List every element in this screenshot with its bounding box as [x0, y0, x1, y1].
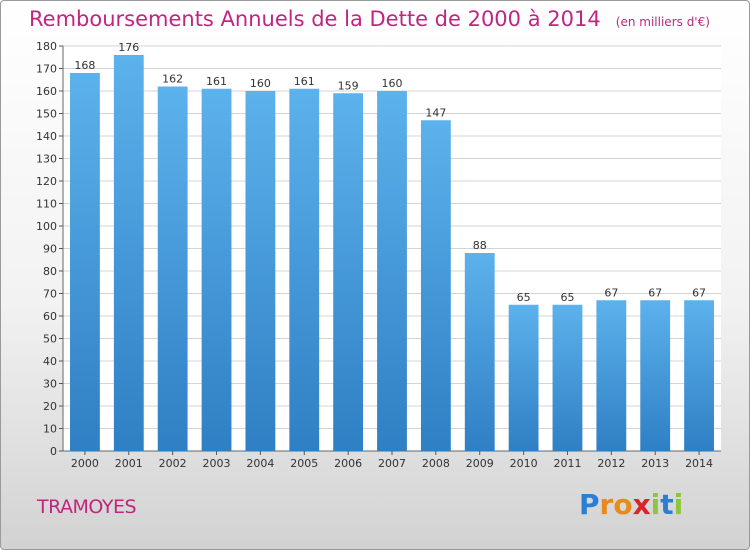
bar-value-label: 162	[162, 73, 183, 86]
x-tick-label: 2014	[685, 457, 713, 470]
y-tick-label: 30	[43, 378, 57, 391]
commune-name: TRAMOYES	[37, 496, 137, 518]
y-tick-label: 100	[36, 220, 57, 233]
bar-value-label: 88	[473, 239, 487, 252]
logo-letter: x	[632, 488, 651, 521]
x-tick-label: 2007	[378, 457, 406, 470]
y-tick-label: 150	[36, 108, 57, 121]
bar-value-label: 67	[692, 286, 706, 299]
bar	[157, 86, 188, 451]
bar	[113, 55, 144, 451]
y-tick-label: 70	[43, 288, 57, 301]
y-tick-label: 50	[43, 333, 57, 346]
proxiti-logo: Proxiti	[579, 488, 683, 521]
y-tick-label: 120	[36, 175, 57, 188]
title-row: Remboursements Annuels de la Dette de 20…	[29, 7, 710, 31]
y-tick-label: 20	[43, 400, 57, 413]
x-tick-label: 2010	[510, 457, 538, 470]
chart-title: Remboursements Annuels de la Dette de 20…	[29, 7, 601, 31]
bar	[684, 300, 714, 451]
y-tick-label: 40	[43, 355, 57, 368]
bar-value-label: 65	[560, 291, 574, 304]
bar	[640, 300, 671, 451]
bar	[70, 73, 100, 451]
x-tick-label: 2001	[115, 457, 143, 470]
y-tick-label: 10	[43, 423, 57, 436]
bar-value-label: 160	[382, 77, 403, 90]
bar	[333, 93, 364, 451]
x-tick-label: 2003	[203, 457, 231, 470]
bar	[596, 300, 627, 451]
bar	[201, 88, 232, 451]
logo-letter: o	[613, 488, 633, 521]
bar-value-label: 176	[118, 41, 139, 54]
x-tick-label: 2012	[597, 457, 625, 470]
bar	[377, 91, 407, 451]
bar	[508, 304, 539, 451]
y-tick-label: 90	[43, 243, 57, 256]
x-tick-label: 2000	[71, 457, 99, 470]
bar	[552, 304, 583, 451]
bar-value-label: 65	[517, 291, 531, 304]
x-tick-label: 2009	[466, 457, 494, 470]
bar-value-label: 159	[338, 79, 359, 92]
x-tick-label: 2004	[246, 457, 274, 470]
y-tick-label: 170	[36, 63, 57, 76]
x-tick-label: 2002	[159, 457, 187, 470]
bar-value-label: 147	[425, 106, 446, 119]
y-tick-label: 140	[36, 130, 57, 143]
bar-value-label: 67	[648, 286, 662, 299]
logo-letter: i	[650, 488, 661, 521]
bar	[289, 88, 320, 451]
y-tick-label: 130	[36, 153, 57, 166]
y-tick-label: 180	[36, 40, 57, 53]
bar	[245, 91, 276, 451]
y-tick-label: 110	[36, 198, 57, 211]
y-tick-label: 0	[50, 445, 57, 458]
logo-letter: r	[599, 488, 614, 521]
y-tick-label: 160	[36, 85, 57, 98]
x-tick-label: 2006	[334, 457, 362, 470]
x-tick-label: 2011	[553, 457, 581, 470]
bar-value-label: 161	[294, 75, 315, 88]
x-tick-label: 2008	[422, 457, 450, 470]
y-tick-label: 60	[43, 310, 57, 323]
bar-value-label: 168	[74, 59, 95, 72]
logo-letter: P	[579, 488, 600, 521]
x-tick-label: 2013	[641, 457, 669, 470]
chart-unit: (en milliers d'€)	[615, 15, 710, 29]
logo-letter: i	[673, 488, 684, 521]
bar-value-label: 67	[604, 286, 618, 299]
bar-value-label: 161	[206, 75, 227, 88]
bar	[464, 253, 495, 451]
y-tick-label: 80	[43, 265, 57, 278]
logo-letter: t	[660, 488, 674, 521]
bar-value-label: 160	[250, 77, 271, 90]
x-tick-label: 2005	[290, 457, 318, 470]
bar	[420, 120, 451, 451]
